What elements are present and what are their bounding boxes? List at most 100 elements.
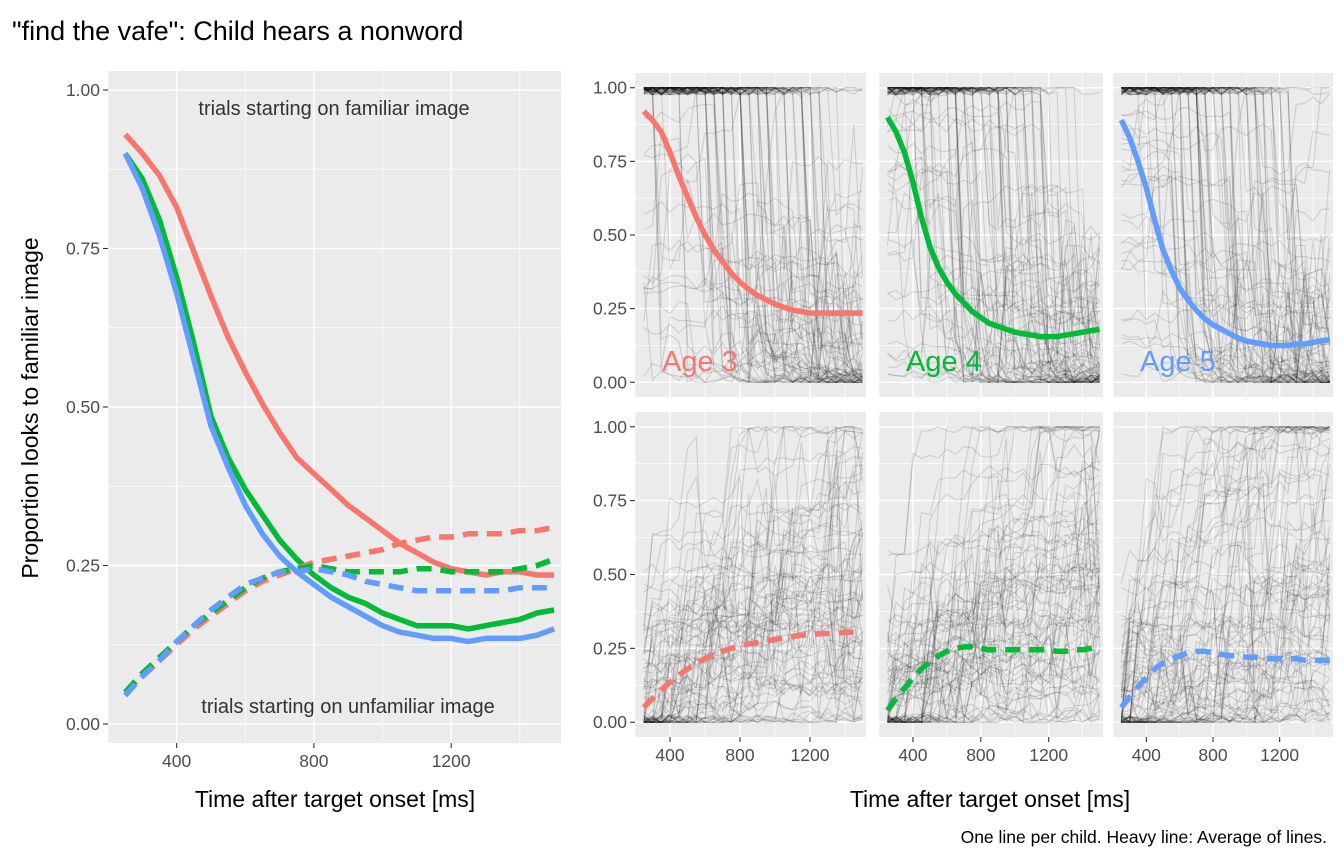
child-line [1121, 318, 1330, 383]
x-tick-label: 800 [299, 751, 328, 771]
child-line [643, 618, 863, 723]
child-line [1121, 87, 1331, 384]
child-line [643, 561, 863, 723]
child-line [887, 652, 1100, 723]
child-line [886, 563, 1100, 695]
child-line [887, 141, 1101, 384]
child-line [887, 666, 1101, 723]
child-line [887, 247, 1101, 383]
child-line [643, 451, 864, 634]
child-line [1121, 87, 1330, 383]
child-line [887, 148, 1101, 366]
child-line [887, 576, 1101, 721]
child-line [1121, 86, 1330, 383]
child-line [1121, 87, 1331, 383]
child-line [1121, 426, 1330, 723]
child-line [1121, 120, 1331, 383]
child-line [1121, 86, 1330, 384]
child-line [1121, 543, 1331, 723]
child-line [643, 426, 864, 689]
child-line [1121, 582, 1331, 723]
child-line [1121, 87, 1331, 367]
child-line [886, 443, 1101, 716]
child-line [643, 564, 863, 723]
child-line [1121, 426, 1330, 723]
child-line [1121, 591, 1330, 721]
child-line [1120, 425, 1331, 687]
child-line [643, 502, 863, 723]
child-line [1121, 87, 1331, 340]
child-line [643, 87, 863, 383]
child-line [643, 643, 863, 724]
child-line [887, 165, 1100, 383]
child-line [643, 571, 863, 723]
child-line [887, 591, 1100, 696]
child-line [887, 482, 1101, 705]
child-line [1120, 426, 1330, 723]
child-lines [1120, 425, 1331, 724]
child-line [1120, 86, 1331, 383]
child-line [887, 86, 1100, 324]
child-line [887, 156, 1100, 383]
child-line [643, 87, 864, 383]
child-line [1120, 624, 1331, 723]
child-line [643, 239, 863, 376]
child-line [1120, 172, 1330, 383]
child-line [1120, 575, 1331, 723]
child-line [643, 561, 864, 723]
annotation-unfamiliar: trials starting on unfamiliar image [201, 696, 494, 718]
child-line [643, 87, 863, 370]
child-line [887, 87, 1101, 378]
child-line [643, 564, 863, 721]
child-line [643, 452, 863, 723]
child-line [887, 87, 1100, 384]
child-line [643, 87, 863, 353]
child-line [643, 158, 864, 384]
child-line [1121, 426, 1330, 721]
x-tick-label: 400 [162, 751, 191, 771]
child-line [887, 87, 1100, 383]
child-line [887, 426, 1100, 556]
child-line [1120, 87, 1330, 383]
child-line [643, 518, 863, 716]
child-line [887, 87, 1100, 381]
child-line [643, 430, 863, 688]
child-line [1121, 86, 1331, 348]
child-line [887, 516, 1100, 723]
child-line [887, 527, 1101, 716]
child-line [887, 87, 1101, 369]
child-line [643, 87, 864, 348]
child-line [643, 572, 864, 700]
child-line [1121, 87, 1331, 382]
child-line [643, 639, 863, 723]
child-line [1121, 87, 1330, 384]
child-line [1121, 520, 1331, 723]
y-tick-label: 0.50 [66, 397, 100, 417]
child-line [643, 87, 863, 383]
child-line [1120, 445, 1330, 709]
child-line [887, 426, 1100, 723]
child-line [887, 254, 1100, 384]
child-line [643, 87, 863, 384]
child-line [1121, 192, 1330, 361]
child-line [1121, 87, 1330, 383]
child-line [643, 87, 863, 380]
child-line [887, 534, 1100, 710]
child-line [643, 535, 863, 723]
child-line [887, 656, 1100, 723]
child-line [1121, 87, 1330, 364]
child-line [643, 426, 864, 695]
child-line [886, 156, 1101, 383]
child-line [1120, 426, 1330, 723]
child-line [1121, 87, 1331, 380]
child-line [1121, 541, 1330, 723]
child-line [643, 555, 864, 723]
child-line [643, 565, 863, 668]
child-line [643, 87, 863, 96]
child-line [643, 475, 863, 722]
child-line [643, 87, 863, 380]
child-line [1121, 87, 1330, 96]
child-line [1120, 86, 1331, 304]
child-line [887, 87, 1100, 384]
child-line [643, 132, 863, 379]
